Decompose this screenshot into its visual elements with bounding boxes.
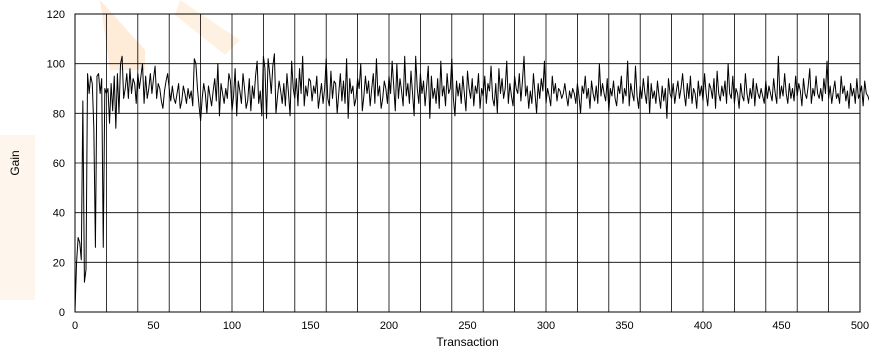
x-tick-label: 500 xyxy=(851,320,869,332)
y-tick-label: 20 xyxy=(53,257,65,269)
x-tick-label: 400 xyxy=(694,320,712,332)
x-axis-tick-labels: 0 50 100 150 200 250 300 350 400 450 500 xyxy=(72,320,869,332)
x-tick-label: 300 xyxy=(537,320,555,332)
chart-grid xyxy=(75,14,860,312)
y-tick-label: 80 xyxy=(53,108,65,120)
y-tick-label: 100 xyxy=(47,59,65,71)
x-tick-label: 250 xyxy=(458,320,476,332)
y-tick-label: 60 xyxy=(53,158,65,170)
x-tick-label: 350 xyxy=(615,320,633,332)
y-tick-label: 120 xyxy=(47,9,65,21)
plot-area-border xyxy=(74,13,861,313)
series-line-gain xyxy=(74,53,869,313)
x-axis-title: Transaction xyxy=(436,335,498,349)
x-tick-label: 50 xyxy=(147,320,159,332)
y-tick-label: 0 xyxy=(59,307,65,319)
y-axis-tick-labels: 0 20 40 60 80 100 120 xyxy=(47,9,65,319)
x-tick-label: 100 xyxy=(223,320,241,332)
x-tick-label: 200 xyxy=(380,320,398,332)
x-tick-label: 450 xyxy=(772,320,790,332)
y-axis-title: Gain xyxy=(8,150,22,175)
y-tick-label: 40 xyxy=(53,208,65,220)
x-tick-label: 0 xyxy=(72,320,78,332)
x-tick-label: 150 xyxy=(301,320,319,332)
